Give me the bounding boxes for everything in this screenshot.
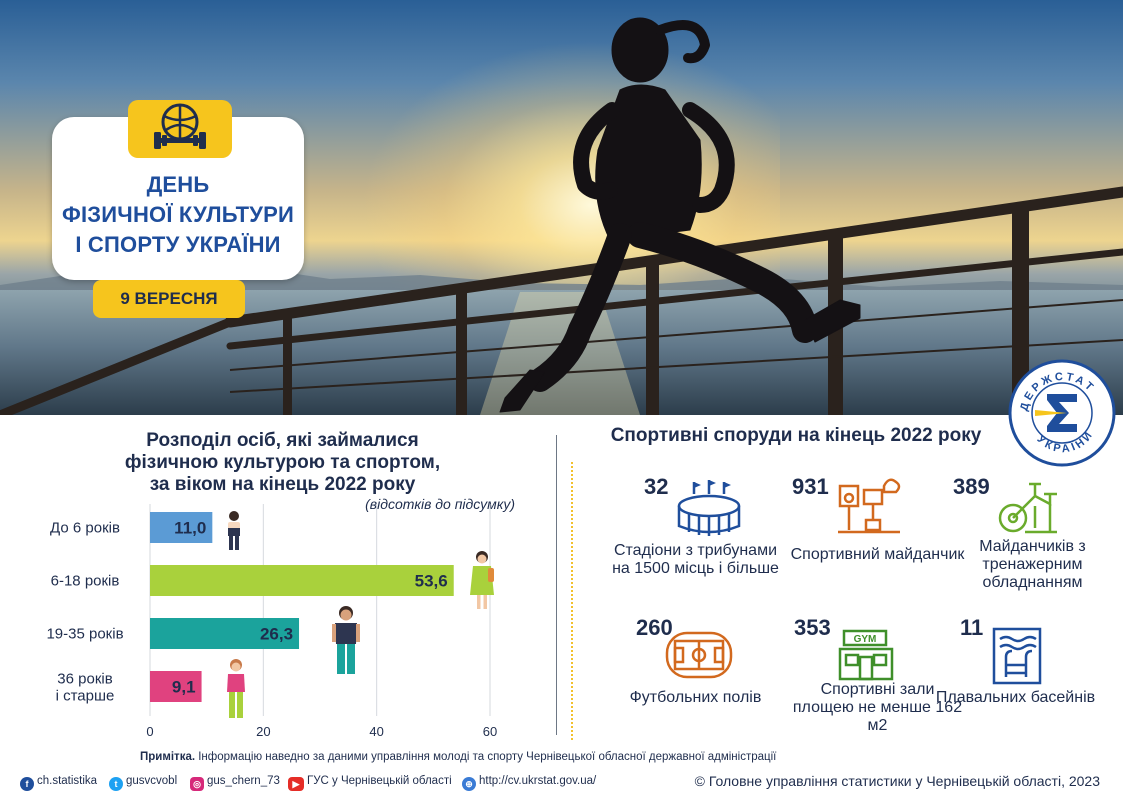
stadium-icon	[677, 480, 741, 536]
hero-illustration	[0, 17, 1123, 415]
chart-title-line: фізичною культурою та спортом,	[124, 452, 441, 473]
facility-swimming-pools: 11 Плавальних басейнів	[928, 613, 1103, 753]
facility-stadiums: 32 Стадіони з трибунами на 1500 місць і …	[608, 470, 783, 610]
x-tick-label: 60	[483, 724, 497, 739]
category-label: До 6 років	[50, 520, 120, 537]
facility-fitness-grounds: 389 Майданчиків з тренажерним обладнання…	[945, 470, 1120, 610]
facility-gyms: 353 GYM Спортивні зали площею не менше 1…	[790, 613, 965, 753]
title-line: ДЕНЬ	[146, 172, 210, 197]
gym-icon: GYM	[838, 629, 894, 681]
facility-label: Майданчиків з тренажерним обладнанням	[979, 538, 1086, 591]
person-figures	[227, 511, 494, 718]
youtube-link[interactable]: ▶ ГУС у Чернівецькій області	[288, 772, 452, 791]
twitter-handle: gusvcvobl	[126, 775, 178, 787]
bar	[150, 512, 213, 543]
senior-figure-icon	[227, 659, 245, 718]
bar	[150, 671, 202, 702]
title-line: ФІЗИЧНОЇ КУЛЬТУРИ	[62, 202, 294, 227]
chart-title-line: за віком на кінець 2022 року	[149, 474, 416, 495]
facility-label: Спортивні зали площею не менше 162 м2	[792, 681, 963, 734]
bar-value-label: 26,3	[260, 625, 293, 644]
facility-football-fields: 260 Футбольних полів	[608, 613, 783, 753]
footnote: Примітка. Інформацію наведно за даними у…	[140, 751, 900, 763]
gym-sign-text: GYM	[854, 634, 877, 645]
twitter-link[interactable]: t gusvcvobl	[109, 772, 178, 791]
derzhstat-logo: ДЕРЖСТАТ УКРАЇНИ	[1008, 359, 1116, 467]
facilities-title: Спортивні споруди на кінець 2022 року	[610, 425, 982, 446]
facility-label: Стадіони з трибунами на 1500 місць і біл…	[612, 542, 779, 577]
page-title: ДЕНЬ ФІЗИЧНОЇ КУЛЬТУРИ І СПОРТУ УКРАЇНИ	[52, 170, 304, 260]
runner-silhouette	[499, 17, 861, 413]
child-figure-icon	[228, 511, 240, 550]
section-divider	[556, 435, 557, 735]
category-labels: До 6 років 6-18 років 19-35 років 36 років і…	[46, 520, 123, 705]
bar	[150, 565, 454, 596]
facility-count: 353	[794, 615, 831, 640]
facility-count: 389	[953, 474, 990, 499]
date-badge: 9 ВЕРЕСНЯ	[93, 280, 245, 318]
x-tick-label: 0	[146, 724, 153, 739]
x-tick-label: 40	[369, 724, 383, 739]
bar-value-label: 53,6	[415, 572, 448, 591]
instagram-handle: gus_chern_73	[207, 775, 280, 787]
age-bar-chart: 11,0 53,6 26,3 9,1 До 6 років 6-18 років 19-3…	[46, 504, 497, 739]
category-label: 36 років і старше	[56, 671, 115, 705]
facebook-icon: f	[20, 777, 34, 791]
teen-figure-icon	[470, 551, 494, 609]
instagram-link[interactable]: ◎ gus_chern_73	[190, 772, 280, 791]
footer: f ch.statistika t gusvcvobl ◎ gus_chern_73 …	[20, 772, 1110, 791]
instagram-icon: ◎	[190, 777, 204, 791]
sports-ground-icon	[838, 478, 901, 534]
website-url: http://cv.ukrstat.gov.ua/	[479, 775, 597, 787]
category-label: 19-35 років	[46, 626, 123, 643]
footnote-text: Інформацію наведно за даними управління …	[195, 751, 777, 763]
railing-cables	[229, 299, 1123, 393]
copyright: © Головне управління статистики у Чернів…	[694, 773, 1100, 789]
facility-count: 32	[644, 474, 669, 499]
exercise-bike-icon	[998, 482, 1057, 534]
facility-count: 11	[960, 615, 984, 640]
facility-sports-grounds: 931 Спортивний майданчик	[790, 470, 965, 610]
category-label: 6-18 років	[51, 573, 120, 590]
bar-value-label: 9,1	[172, 678, 196, 697]
chart-title: Розподіл осіб, які займалися фізичною ку…	[110, 430, 455, 496]
facility-count: 931	[792, 474, 829, 499]
bar-value-label: 11,0	[174, 519, 206, 538]
youtube-icon: ▶	[288, 777, 304, 791]
facility-label: Плавальних басейнів	[935, 689, 1096, 706]
ball-dumbbell-icon	[154, 103, 206, 149]
footnote-label: Примітка.	[140, 751, 196, 763]
facility-label: Футбольних полів	[629, 689, 762, 706]
section-divider-dotted	[571, 462, 573, 740]
website-link[interactable]: ⊕ http://cv.ukrstat.gov.ua/	[462, 772, 597, 791]
twitter-icon: t	[109, 777, 123, 791]
adult-figure-icon	[332, 606, 360, 674]
x-tick-labels: 0 20 40 60	[146, 724, 497, 739]
facebook-link[interactable]: f ch.statistika	[20, 772, 98, 791]
chart-title-line: Розподіл осіб, які займалися	[146, 430, 419, 451]
globe-icon: ⊕	[462, 777, 476, 791]
title-line: І СПОРТУ УКРАЇНИ	[75, 232, 281, 257]
facility-label: Спортивний майданчик	[790, 546, 965, 563]
facebook-handle: ch.statistika	[37, 775, 98, 787]
title-badge	[128, 100, 232, 158]
chart-subtitle: (відсотків до підсумку)	[365, 496, 515, 512]
youtube-channel: ГУС у Чернівецькій області	[307, 775, 452, 787]
facility-count: 260	[636, 615, 673, 640]
chart-bars: 11,0 53,6 26,3 9,1	[150, 512, 454, 702]
bar	[150, 618, 300, 649]
swimming-pool-icon	[992, 627, 1042, 685]
football-field-icon	[665, 631, 733, 679]
x-tick-label: 20	[256, 724, 270, 739]
hero-banner	[0, 0, 1123, 415]
